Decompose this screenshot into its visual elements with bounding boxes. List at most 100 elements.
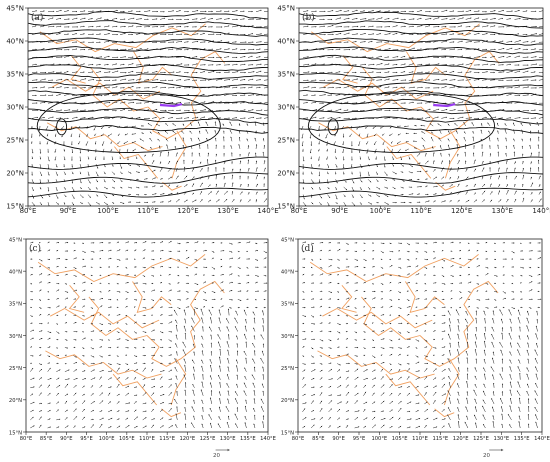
wind-vector-head [392,165,394,167]
wind-vector-head [478,109,480,111]
wind-vector-head [302,173,304,175]
wind-vector-head [356,259,358,261]
wind-vector-head [397,56,399,58]
wind-vector-head [249,199,251,201]
wind-vector-head [193,399,195,402]
wind-vector-head [336,181,338,184]
wind-vector-head [351,159,353,161]
wind-vector-head [413,18,415,20]
wind-vector-head [483,199,485,201]
wind-vector-head [156,108,158,111]
lon-tick-label: 125°E [200,436,216,442]
wind-vector-head [31,157,33,159]
wind-vector-head [66,409,68,412]
wind-vector-head [494,250,496,252]
wind-vector-head [210,365,212,367]
wind-vector-head [497,130,499,132]
wind-vector-head [389,127,392,129]
wind-vector-head [31,368,34,370]
wind-vector-head [315,10,317,12]
wind-vector-head [438,17,440,19]
wind-vector-head [66,339,68,341]
wind-vector-head [391,265,393,267]
wind-vector-head [486,40,488,42]
wind-vector-head [339,79,341,81]
wind-vector-head [67,10,69,12]
country-border [444,130,461,179]
wind-vector-head [60,25,62,27]
wind-vector-head [127,282,129,284]
wind-vector-head [40,307,42,309]
wind-vector-head [75,41,77,43]
wind-vector-head [78,142,80,145]
wind-vector-head [256,306,258,309]
wind-vector-head [433,266,435,268]
wind-vector-head [372,25,374,27]
wind-vector-head [322,102,324,104]
wind-vector-head [459,242,461,244]
wind-vector-head [170,418,172,420]
wind-vector [210,397,213,404]
wind-vector-head [515,190,517,193]
wind-vector-head [494,258,496,260]
wind-vector-head [518,94,521,97]
wind-vector-head [61,78,63,81]
wind-vector-head [35,48,37,51]
wind-vector-head [392,158,394,160]
height-contour [28,156,268,170]
wind-vector-head [430,18,432,20]
wind-vector-head [101,362,103,364]
wind-vector-head [314,63,317,65]
wind-vector-head [147,101,149,103]
wind-vector-head [135,362,138,364]
wind-vector-head [187,41,189,43]
wind-vector-head [39,299,41,301]
wind-vector-head [477,102,479,104]
wind-vector-head [183,325,185,328]
wind-vector-head [116,25,118,28]
wind-vector-head [502,64,504,66]
wind-vector-head [81,202,83,204]
wind-vector-head [203,93,205,96]
wind-vector-head [221,26,223,28]
wind-vector-head [101,323,103,325]
wind-vector-head [33,377,35,380]
wind-vector-head [460,25,462,27]
wind-vector-head [139,10,141,12]
wind-vector-head [456,144,458,146]
wind-vector-head [86,135,88,137]
wind-vector-head [311,290,313,292]
wind-vector-head [131,10,133,12]
wind-vector-head [110,370,113,372]
wind-vector-head [206,138,208,140]
wind-vector-head [124,133,127,136]
wind-vector-head [330,282,332,284]
wind-vector-head [49,418,51,420]
wind-vector-head [202,374,204,376]
wind-vector-head [119,152,121,154]
wind-vector-head [32,189,34,191]
wind-vector-head [262,138,265,140]
wind-vector-head [323,48,325,51]
wind-vector-head [195,79,197,81]
wind-vector-head [309,137,312,139]
wind-vector-head [262,151,264,154]
wind-vector-head [256,259,258,261]
wind-vector-head [239,175,241,177]
lat-tick-label: 35°N [6,70,24,78]
wind-vector-head [351,166,353,168]
wind-vector-head [371,40,373,43]
wind-vector-head [503,109,505,111]
wind-vector-head [36,87,38,89]
wind-vector-head [211,26,213,28]
wind-vector-head [214,121,216,123]
wind-vector-head [115,79,117,81]
wind-vector-head [255,130,257,132]
wind-vector-head [260,41,262,43]
wind-vector-head [94,134,96,136]
wind-vector-head [348,117,350,119]
wind-vector-head [219,117,221,119]
wind-vector-head [64,188,66,190]
wind-vector-head [134,314,136,316]
wind-vector-head [83,363,85,365]
